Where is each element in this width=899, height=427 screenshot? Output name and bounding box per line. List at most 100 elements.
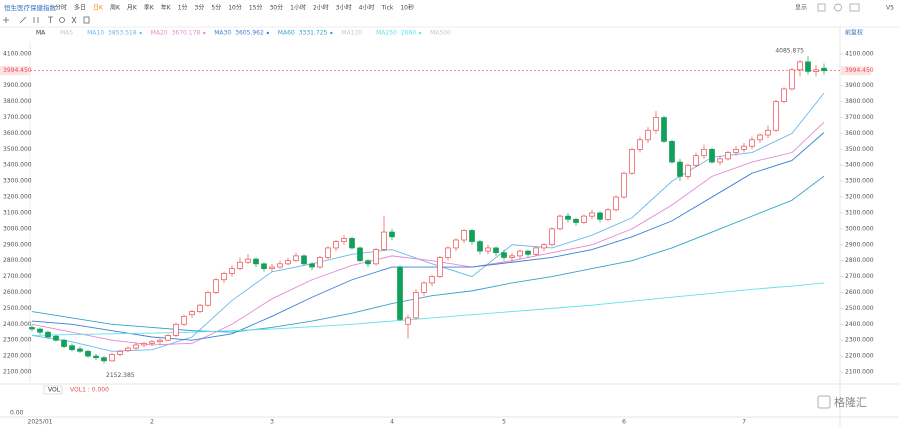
crosshair-icon[interactable] (3, 17, 9, 23)
period-tab[interactable]: 30分 (269, 4, 283, 12)
ma-legend-inactive[interactable]: MA5 (60, 30, 73, 37)
lock-icon[interactable] (83, 16, 90, 24)
text-icon[interactable] (48, 16, 53, 23)
y-tick-label-left: 3700.000 (3, 114, 32, 121)
period-tab[interactable]: 分时 (55, 4, 67, 12)
period-tab[interactable]: 5分 (211, 4, 221, 12)
ma-legend-value[interactable]: 3853.518 (108, 30, 137, 37)
ma-legend-name[interactable]: MA10 (87, 30, 104, 37)
x-tick-label: 5 (502, 419, 506, 426)
y-tick-label-right: 2300.000 (845, 337, 874, 344)
candle-body (173, 323, 179, 336)
candle-body (725, 152, 731, 160)
candle-body (93, 355, 99, 359)
display-button[interactable]: 显示 (795, 5, 807, 12)
period-tab[interactable]: 季K (144, 4, 155, 12)
ma-line (31, 282, 825, 336)
candle-body (661, 117, 667, 142)
period-tab[interactable]: 月K (127, 5, 138, 12)
y-tick-label-left: 3200.000 (3, 194, 32, 201)
candle-body (245, 258, 251, 263)
candle-body (213, 279, 219, 293)
period-tab[interactable]: 3分 (195, 4, 205, 12)
candle-body (717, 158, 723, 163)
candle-body (821, 67, 827, 72)
candle-body (317, 257, 323, 268)
ma-legend-value[interactable]: 2660 (401, 30, 416, 37)
ma-legend-value[interactable]: 3331.725 (299, 30, 328, 37)
period-tab[interactable]: 3小时 (336, 4, 352, 12)
parallel-icon[interactable] (33, 17, 39, 23)
ma-legend-inactive[interactable]: MA120 (341, 30, 362, 37)
line-icon[interactable] (19, 16, 27, 24)
candle-body (629, 148, 635, 174)
period-tab[interactable]: 10秒 (400, 4, 414, 12)
candle-body (397, 266, 403, 320)
candle-body (613, 196, 619, 211)
volume-label: VOL1 : 0.000 (70, 387, 109, 394)
y-tick-label-right: 4100.000 (845, 50, 874, 57)
candle-body (653, 117, 659, 131)
candle-body (45, 331, 51, 338)
camera-icon[interactable] (834, 3, 842, 12)
ma-legend-value[interactable]: 3605.962 (235, 30, 264, 37)
erase-icon[interactable] (71, 16, 77, 24)
y-tick-label-left: 4100.000 (3, 50, 32, 57)
ma-line (31, 175, 825, 333)
volume-box[interactable] (43, 385, 63, 395)
ma-legend-name[interactable]: MA20 (151, 30, 168, 37)
ma-legend-inactive[interactable]: MA500 (430, 30, 451, 37)
settings-icon[interactable] (817, 3, 826, 12)
candle-body (565, 215, 571, 220)
candle-body (589, 212, 595, 217)
candle-body (669, 141, 675, 163)
shape-icon[interactable] (59, 17, 65, 23)
y-tick-label-right: 3900.000 (845, 82, 874, 89)
period-tab[interactable]: 4小时 (359, 4, 375, 12)
candle-body (581, 215, 587, 223)
ma-legend-dot (330, 31, 333, 35)
x-tick-label: 7 (742, 419, 746, 426)
period-tab[interactable]: 15分 (249, 4, 263, 12)
ma-legend-name[interactable]: MA60 (278, 30, 295, 37)
candle-body (69, 345, 75, 351)
adjust-button[interactable]: 前复权 (845, 29, 863, 37)
ma-legend-name[interactable]: MA30 (214, 30, 231, 37)
candle-body (517, 250, 523, 257)
y-tick-label-right: 3500.000 (845, 146, 874, 153)
ma-legend-value[interactable]: 3670.178 (172, 30, 201, 37)
candle-body (357, 247, 363, 262)
y-tick-label-right: 2200.000 (845, 353, 874, 360)
index-title[interactable]: 恒生医疗保健指数 (4, 3, 57, 12)
candle-body (205, 292, 211, 306)
volume-name[interactable]: VOL (48, 387, 61, 394)
candle-body (621, 172, 627, 198)
period-tab[interactable]: 周K (110, 5, 121, 12)
candle-body (85, 350, 91, 357)
candle-body (165, 335, 171, 341)
candle-body (61, 339, 67, 347)
period-tab[interactable]: 1小时 (290, 4, 306, 12)
indicator-name[interactable]: MA (36, 30, 46, 37)
ma-line (31, 121, 825, 346)
candle-body (541, 244, 547, 249)
volume-axis-label: 0.00 (10, 410, 24, 417)
y-tick-label-right: 3800.000 (845, 98, 874, 105)
candle-body (605, 209, 611, 220)
period-tab[interactable]: 多日 (74, 4, 86, 12)
candle-body (485, 247, 491, 252)
period-tab[interactable]: 10分 (228, 4, 242, 12)
period-tab[interactable]: 2小时 (313, 4, 329, 12)
draw-tools (3, 16, 90, 24)
candle-body (325, 247, 331, 258)
y-tick-label-left: 3500.000 (3, 146, 32, 153)
period-tab[interactable]: 年K (161, 4, 172, 12)
period-tab[interactable]: 1分 (178, 4, 188, 12)
candle-body (277, 263, 283, 268)
period-tab[interactable]: 日K (93, 5, 104, 12)
period-tab[interactable]: Tick (380, 5, 393, 12)
ma-legend-name[interactable]: MA250 (376, 30, 397, 37)
fullscreen-icon[interactable] (849, 3, 860, 12)
